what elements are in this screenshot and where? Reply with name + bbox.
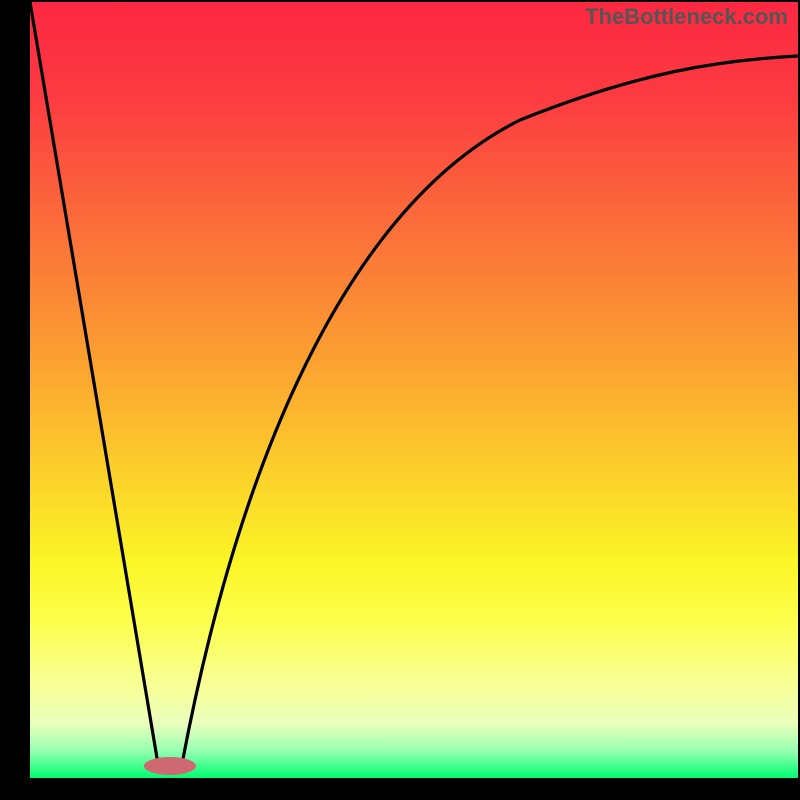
watermark-label: TheBottleneck.com: [585, 4, 788, 30]
bottleneck-chart: [0, 0, 800, 800]
plot-background: [30, 2, 798, 778]
bottleneck-marker: [144, 757, 196, 775]
chart-container: TheBottleneck.com: [0, 0, 800, 800]
